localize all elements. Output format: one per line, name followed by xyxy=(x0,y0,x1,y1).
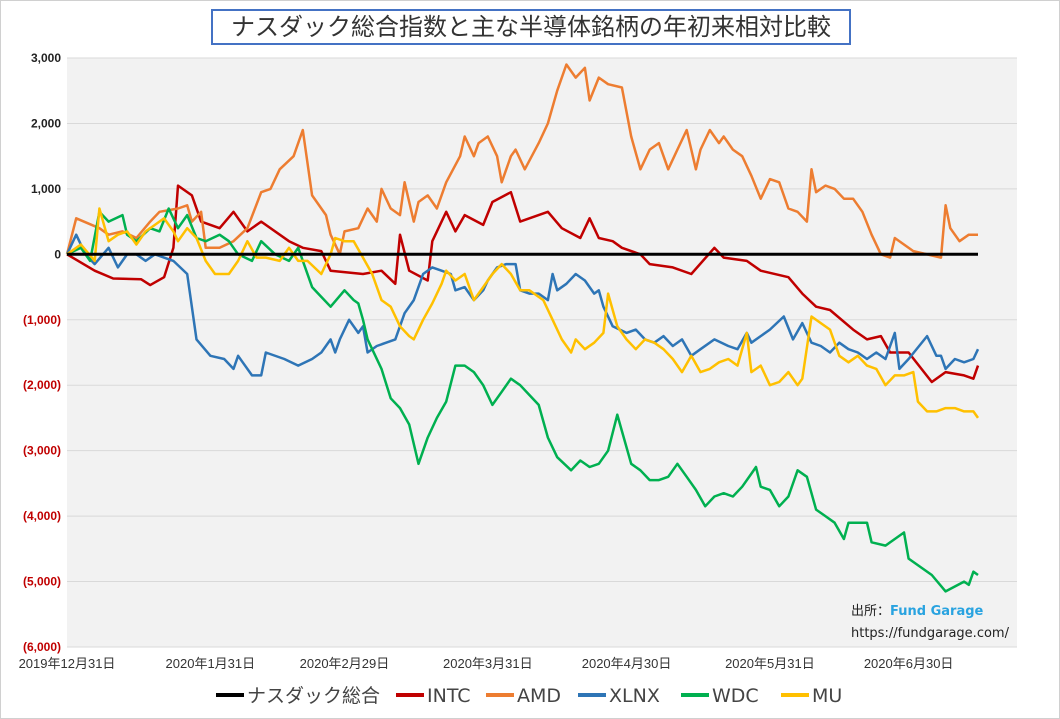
y-tick-label: 1,000 xyxy=(31,182,61,196)
y-tick-label: 0 xyxy=(54,247,61,261)
series-line-MU xyxy=(66,207,980,419)
source-note: 出所：Fund Garage https://fundgarage.com/ xyxy=(851,601,1009,645)
y-tick-label: (2,000) xyxy=(23,378,61,392)
x-tick-label: 2020年5月31日 xyxy=(725,656,815,671)
y-tick-label: (4,000) xyxy=(23,509,61,523)
source-url[interactable]: https://fundgarage.com/ xyxy=(851,626,1009,641)
y-tick-label: 2,000 xyxy=(31,116,61,130)
legend-label: ナスダック総合 xyxy=(247,685,380,707)
legend-label: INTC xyxy=(427,685,471,707)
x-tick-label: 2020年2月29日 xyxy=(300,656,390,671)
x-tick-label: 2020年1月31日 xyxy=(166,656,256,671)
series-line-XLNX xyxy=(65,233,980,377)
x-tick-label: 2020年6月30日 xyxy=(864,656,954,671)
source-label: 出所： xyxy=(851,604,891,619)
legend-label: MU xyxy=(812,685,842,707)
x-tick-label: 2019年12月31日 xyxy=(19,656,116,671)
source-brand: Fund Garage xyxy=(890,604,984,619)
x-tick-label: 2020年3月31日 xyxy=(443,656,533,671)
y-tick-label: (1,000) xyxy=(23,313,61,327)
y-tick-label: (3,000) xyxy=(23,444,61,458)
x-tick-label: 2020年4月30日 xyxy=(582,656,672,671)
y-tick-label: (5,000) xyxy=(23,575,61,589)
legend-label: AMD xyxy=(517,685,561,707)
series-line-AMD xyxy=(65,63,978,259)
chart-title: ナスダック総合指数と主な半導体銘柄の年初来相対比較 xyxy=(211,9,851,45)
legend-label: WDC xyxy=(712,685,759,707)
series-line-INTC xyxy=(66,184,980,384)
legend-label: XLNX xyxy=(609,685,660,707)
y-tick-label: (6,000) xyxy=(23,640,61,654)
y-tick-label: 3,000 xyxy=(31,51,61,65)
series-line-WDC xyxy=(66,207,979,593)
